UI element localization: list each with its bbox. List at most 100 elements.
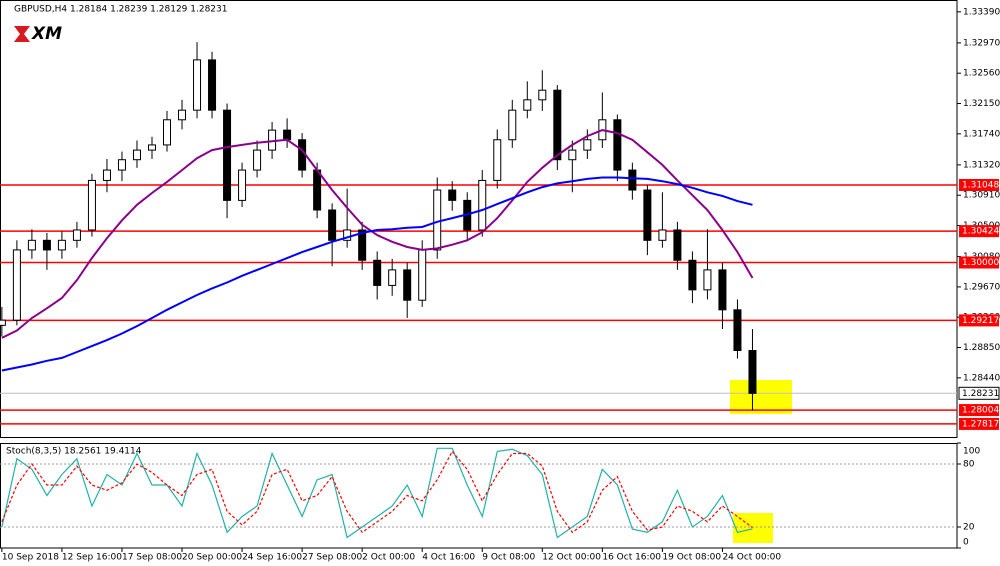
- candle-body: [703, 269, 712, 291]
- y2-tick-label: 20: [963, 523, 975, 533]
- candle-body: [613, 119, 622, 171]
- y-tick-label: 1.28850: [963, 343, 1000, 353]
- y-tick-label: 1.29670: [963, 282, 1000, 292]
- candle-body: [12, 249, 21, 321]
- candle-body: [193, 59, 202, 111]
- candle-body: [358, 229, 367, 261]
- level-label-box: [959, 256, 999, 269]
- level-label-box: [959, 417, 999, 430]
- x-tick-label: 9 Oct 08:00: [482, 553, 535, 563]
- candle-body: [733, 309, 742, 351]
- logo: XM: [31, 24, 62, 44]
- level-label: 1.27817: [962, 419, 999, 429]
- highlight-box: [730, 380, 792, 414]
- candle-body: [57, 239, 66, 251]
- current-price-label: 1.28231: [962, 389, 999, 399]
- candle-body: [508, 109, 517, 141]
- candle-body: [538, 89, 547, 101]
- candle-body: [418, 249, 427, 301]
- y2-tick-label: 80: [963, 460, 975, 470]
- y-tick-label: 1.30910: [963, 191, 1000, 201]
- y-tick-label: 1.32560: [963, 69, 1000, 79]
- candle-body: [628, 169, 637, 191]
- candle-body: [42, 239, 51, 251]
- candle-body: [178, 109, 187, 121]
- candle-body: [313, 169, 322, 211]
- level-label-box: [959, 404, 999, 417]
- x-tick-label: 27 Sep 08:00: [302, 553, 362, 563]
- candle-body: [27, 239, 36, 251]
- level-label-box: [959, 179, 999, 192]
- candle-body: [553, 89, 562, 161]
- candle-body: [643, 189, 652, 241]
- x-tick-label: 4 Oct 16:00: [422, 553, 475, 563]
- x-tick-label: 12 Sep 16:00: [62, 553, 122, 563]
- candle-body: [208, 59, 217, 111]
- y-tick-label: 1.31740: [963, 129, 1000, 139]
- candle-body: [493, 139, 502, 181]
- current-price-box: [958, 386, 1000, 400]
- logo-mark: [14, 26, 30, 42]
- stochastic-line: [1, 447, 753, 539]
- candle-body: [748, 349, 757, 394]
- candle-body: [328, 209, 337, 241]
- x-tick-label: 19 Oct 08:00: [662, 553, 721, 563]
- y-tick-label: 1.33390: [963, 7, 1000, 17]
- level-label: 1.28004: [962, 406, 999, 416]
- candle-body: [448, 189, 457, 201]
- x-tick-label: 17 Sep 08:00: [122, 553, 182, 563]
- level-label: 1.29217: [962, 316, 999, 326]
- x-tick-label: 12 Oct 00:00: [542, 553, 601, 563]
- stochastic-line: [1, 450, 753, 534]
- candle-body: [253, 149, 262, 171]
- x-tick-label: 24 Oct 00:00: [722, 553, 781, 563]
- candle-body: [343, 229, 352, 241]
- chart-title: GBPUSD,H4 1.28184 1.28239 1.28129 1.2823…: [14, 5, 227, 15]
- level-label: 1.30424: [962, 227, 999, 237]
- candle-body: [568, 149, 577, 161]
- indicator-title: Stoch(8,3,5) 18.2561 19.4114: [6, 447, 142, 457]
- candle-body: [0, 319, 6, 326]
- y-tick-label: 1.31320: [963, 160, 1000, 170]
- candle-body: [688, 259, 697, 291]
- candle-body: [238, 169, 247, 201]
- y-tick-label: 1.32150: [963, 99, 1000, 109]
- level-label: 1.30000: [962, 258, 999, 268]
- candle-body: [147, 144, 156, 151]
- moving-average: [1, 129, 754, 339]
- indicator-panel-frame: [0, 443, 958, 549]
- y-tick-label: 1.32970: [963, 38, 1000, 48]
- candle-body: [72, 229, 81, 241]
- level-label-box: [959, 314, 999, 327]
- main-panel-frame: [0, 0, 958, 438]
- candle-body: [132, 149, 141, 161]
- x-tick-label: 16 Oct 16:00: [602, 553, 661, 563]
- candle-body: [673, 229, 682, 261]
- candle-body: [87, 179, 96, 231]
- highlight-box: [733, 513, 773, 543]
- level-label-box: [959, 225, 999, 238]
- x-tick-label: 24 Sep 16:00: [242, 553, 302, 563]
- candle-body: [373, 259, 382, 286]
- candle-body: [223, 109, 232, 201]
- candle-body: [163, 119, 172, 146]
- x-tick-label: 2 Oct 00:00: [362, 553, 415, 563]
- candle-body: [283, 129, 292, 141]
- y-tick-label: 1.28440: [963, 373, 1000, 383]
- x-tick-label: 10 Sep 2018: [2, 553, 59, 563]
- candle-body: [523, 99, 532, 111]
- candle-body: [102, 169, 111, 181]
- candle-body: [658, 229, 667, 241]
- x-tick-label: 20 Sep 00:00: [182, 553, 242, 563]
- candle-body: [403, 269, 412, 301]
- y2-tick-label: 100: [963, 447, 980, 457]
- candle-body: [478, 179, 487, 231]
- candle-body: [718, 269, 727, 311]
- candle-body: [388, 269, 397, 286]
- level-label: 1.31048: [962, 181, 999, 191]
- moving-average: [1, 176, 753, 372]
- candle-body: [433, 189, 442, 251]
- candle-body: [583, 139, 592, 151]
- y2-tick-label: 0: [963, 538, 969, 548]
